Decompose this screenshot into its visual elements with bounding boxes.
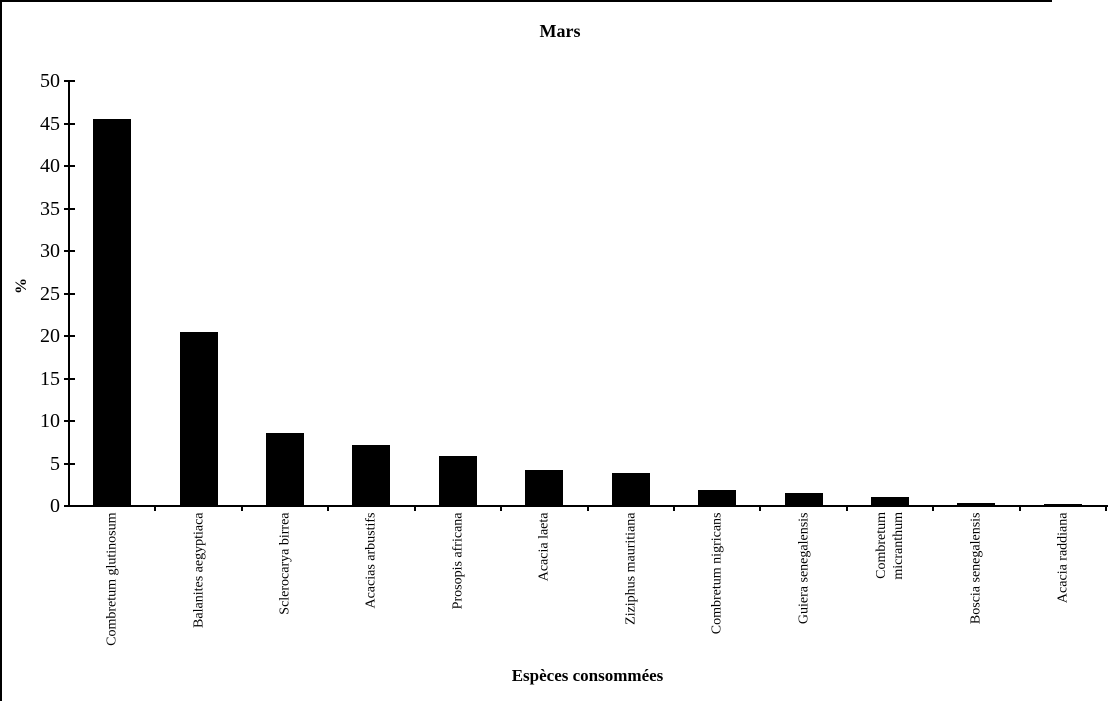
y-tick-mark (64, 377, 75, 380)
bar-9 (784, 493, 823, 506)
y-tick-label: 10 (40, 410, 60, 432)
bar-12 (1043, 504, 1082, 506)
y-tick-label: 40 (40, 155, 60, 177)
category-label-5: Prosopis africana (450, 512, 466, 609)
y-tick-label: 5 (50, 452, 60, 475)
frame-left-border (0, 0, 2, 701)
y-tick-mark (64, 250, 75, 252)
bar-3 (266, 432, 305, 506)
category-label-2: Balanites aegyptiaca (191, 512, 207, 628)
x-tick-mark (672, 505, 675, 511)
bar-7 (611, 472, 650, 506)
y-tick-mark (64, 80, 75, 82)
y-tick-label: 35 (40, 197, 60, 220)
category-label-3: Sclerocarya birrea (277, 512, 293, 615)
x-axis-title: Espèces consommées (511, 666, 664, 685)
x-tick-mark (413, 505, 416, 511)
category-label-12: Acacia raddiana (1055, 512, 1071, 603)
x-tick-mark (1018, 505, 1021, 511)
category-label-11: Boscia senegalensis (968, 512, 984, 624)
bar-8 (698, 489, 737, 506)
chart-title: Mars (539, 21, 581, 41)
y-tick-label: 20 (40, 325, 60, 347)
y-tick-mark (64, 122, 75, 125)
y-tick-label: 15 (40, 367, 60, 390)
frame-top-border (0, 0, 1052, 2)
y-tick-label: 50 (40, 70, 60, 92)
category-label-1: Combretum glutinosum (104, 512, 120, 646)
y-tick-mark (64, 335, 75, 337)
category-label-10: Combretum micranthum (873, 512, 906, 580)
x-tick-mark (500, 505, 503, 511)
y-tick-label: 25 (40, 282, 60, 305)
x-tick-mark (586, 505, 589, 511)
x-tick-mark (845, 505, 848, 511)
bar-11 (957, 503, 996, 506)
bar-5 (438, 455, 477, 506)
category-label-4: Acacias arbustifs (363, 512, 379, 609)
y-tick-mark (64, 207, 75, 210)
y-tick-mark (64, 462, 75, 465)
y-tick-mark (64, 292, 75, 295)
bar-6 (525, 470, 564, 506)
x-tick-mark (154, 505, 157, 511)
x-tick-mark (327, 505, 330, 511)
bar-2 (179, 331, 218, 506)
x-tick-mark (240, 505, 243, 511)
x-tick-mark (759, 505, 762, 511)
y-tick-mark (64, 505, 75, 507)
bar-4 (352, 444, 391, 506)
category-label-7: Ziziphus mauritiana (623, 512, 639, 625)
category-label-6: Acacia laeta (536, 512, 552, 581)
y-tick-mark (64, 165, 75, 167)
y-tick-label: 0 (50, 495, 60, 517)
bar-1 (93, 119, 132, 506)
x-tick-mark (1105, 505, 1107, 511)
y-tick-label: 45 (40, 112, 60, 135)
x-tick-mark (932, 505, 935, 511)
bar-10 (870, 496, 909, 506)
y-tick-label: 30 (40, 240, 60, 262)
y-tick-mark (64, 420, 75, 422)
category-label-9: Guiera senegalensis (796, 512, 812, 624)
category-label-8: Combretum nigricans (709, 512, 725, 634)
